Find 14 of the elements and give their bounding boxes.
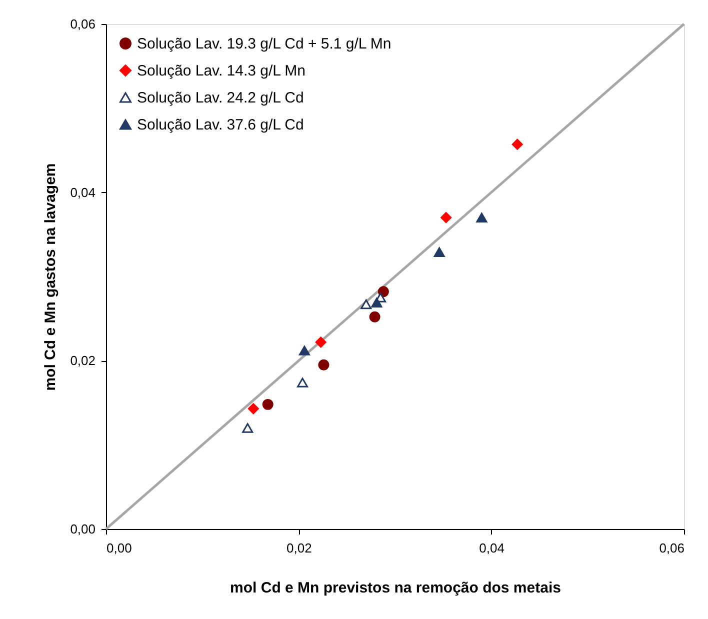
y-tick-label: 0,00 [70, 522, 96, 536]
x-tick-label: 0,02 [286, 540, 312, 556]
y-axis-title: mol Cd e Mn gastos na lavagem [42, 163, 60, 391]
y-tick-label: 0,04 [70, 184, 96, 200]
x-tick-label: 0,06 [659, 540, 684, 556]
legend-label: Solução Lav. 19.3 g/L Cd + 5.1 g/L Mn [137, 36, 392, 52]
x-axis-title: mol Cd e Mn previstos na remoção dos metais [230, 580, 561, 596]
legend-label: Solução Lav. 37.6 g/L Cd [137, 116, 304, 134]
legend-label: Solução Lav. 24.2 g/L Cd [137, 90, 304, 106]
x-tick-label: 0,04 [479, 540, 504, 556]
x-tick-label: 0,00 [106, 540, 132, 556]
y-tick-label: 0,06 [70, 16, 96, 32]
y-tick-label: 0,02 [70, 353, 96, 368]
legend-label: Solução Lav. 14.3 g/L Mn [137, 62, 306, 80]
